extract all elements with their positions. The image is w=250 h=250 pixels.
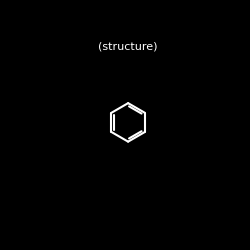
Text: (structure): (structure) [98,41,158,51]
